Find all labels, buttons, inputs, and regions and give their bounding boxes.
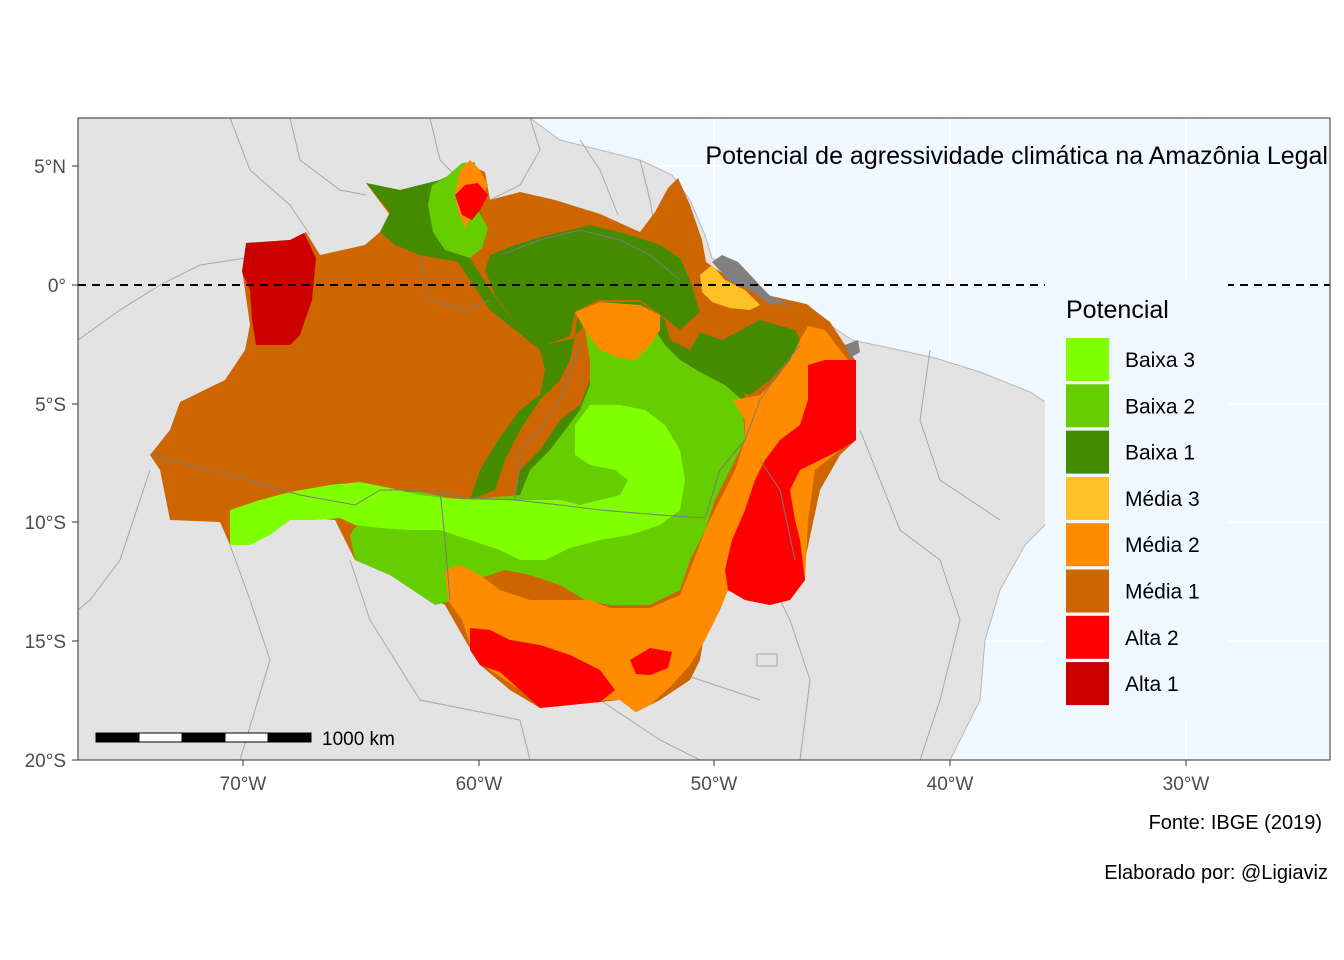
scalebar: 1000 km [95, 729, 395, 750]
legend-swatch-2 [1066, 430, 1109, 474]
legend-swatch-3 [1066, 476, 1109, 520]
region-baixa-3 [230, 405, 685, 560]
legend-label-4: Média 2 [1125, 534, 1200, 557]
country-boundaries [78, 118, 1001, 760]
region-alta-2 [725, 360, 856, 605]
region-media-2-north [575, 302, 660, 360]
legend-label-3: Média 3 [1125, 488, 1200, 511]
state-boundaries [149, 229, 801, 601]
panel-border [77, 117, 1331, 761]
y-tick-label-3: 10°S [25, 513, 66, 534]
y-tick-label-4: 15°S [25, 632, 66, 653]
x-tick-label-1: 60°W [456, 774, 503, 795]
y-tick-label-2: 5°S [35, 395, 66, 416]
y-tick-label-1: 0° [48, 276, 66, 297]
legend-swatch-0 [1066, 338, 1109, 381]
legend-label-0: Baixa 3 [1125, 349, 1195, 372]
legend-label-5: Média 1 [1125, 581, 1200, 604]
scalebar-label: 1000 km [322, 729, 395, 750]
x-tick-label-3: 40°W [927, 774, 974, 795]
legend-label-6: Alta 2 [1125, 627, 1179, 650]
x-tick-label-0: 70°W [220, 774, 267, 795]
region-alta-2-south-east [630, 648, 672, 675]
legend-swatch-5 [1066, 569, 1109, 613]
x-axis: 70°W 60°W 50°W 40°W 30°W [220, 760, 1210, 795]
region-baixa-2 [350, 330, 745, 605]
region-alta-2-south [470, 628, 615, 708]
legend-title: Potencial [1066, 296, 1169, 324]
region-alta-1 [242, 233, 316, 345]
legend-swatch-7 [1066, 662, 1109, 706]
legend-swatch-4 [1066, 523, 1109, 567]
region-media-3 [700, 265, 760, 310]
region-baixa-1-north [485, 225, 700, 345]
source-caption: Fonte: IBGE (2019) [1149, 812, 1322, 834]
legend-label-2: Baixa 1 [1125, 442, 1195, 465]
y-tick-label-0: 5°N [34, 157, 66, 178]
region-media-2 [445, 326, 852, 712]
author-caption: Elaborado por: @Ligiaviz [1104, 862, 1328, 884]
legend: Potencial Baixa 3 Baixa 2 Baixa 1 Média 3 Mé… [1045, 280, 1228, 720]
legend-swatch-1 [1066, 384, 1109, 428]
region-nodata-east [845, 340, 860, 358]
legend-label-1: Baixa 2 [1125, 395, 1195, 418]
x-tick-label-2: 50°W [691, 774, 738, 795]
region-alta-2-roraima [455, 183, 488, 220]
x-tick-label-4: 30°W [1163, 774, 1210, 795]
region-nodata [712, 255, 790, 305]
legend-swatch-6 [1066, 615, 1109, 659]
y-axis: 5°N 0° 5°S 10°S 15°S 20°S [25, 157, 78, 772]
legend-label-7: Alta 1 [1125, 673, 1179, 696]
map-title: Potencial de agressividade climática na … [705, 142, 1328, 170]
y-tick-label-5: 20°S [25, 751, 66, 772]
